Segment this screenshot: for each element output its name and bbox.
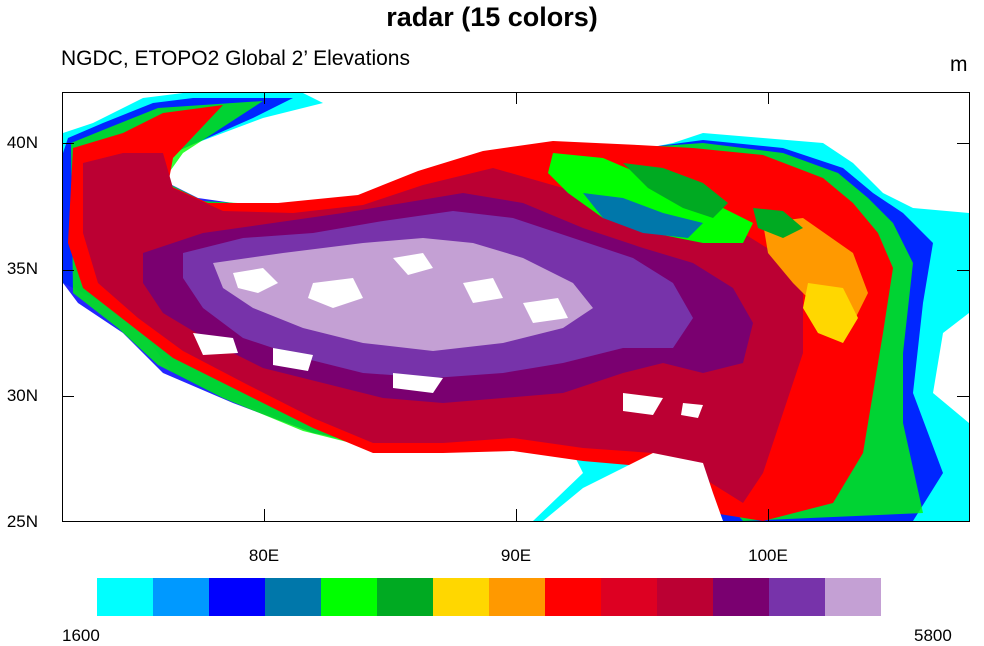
tick-bottom-90e — [516, 509, 517, 521]
plot-subtitle: NGDC, ETOPO2 Global 2’ Elevations — [61, 47, 410, 70]
colorbar-swatch — [377, 578, 433, 616]
plot-title: radar (15 colors) — [386, 2, 598, 32]
tick-right-30n — [957, 396, 969, 397]
colorbar-swatch — [97, 578, 153, 616]
basin-darkgreen — [623, 163, 728, 218]
patch-yellow — [803, 283, 858, 343]
basin-green — [548, 153, 753, 243]
colorbar-swatch — [433, 578, 489, 616]
colorbar-swatch — [545, 578, 601, 616]
basin-teal — [583, 193, 703, 238]
tick-right-35n — [957, 270, 969, 271]
colorbar-swatch — [825, 578, 881, 616]
colorbar-swatch — [209, 578, 265, 616]
elevation-map — [62, 92, 970, 522]
units-label: m — [950, 53, 968, 76]
peaks-white — [193, 253, 703, 418]
tick-left-30n — [62, 396, 74, 397]
tick-top-90e — [516, 92, 517, 104]
lat-label-25n: 25N — [6, 512, 38, 531]
tick-left-35n — [62, 270, 74, 271]
colorbar-max-label: 5800 — [914, 626, 952, 645]
tick-right-40n — [957, 143, 969, 144]
colorbar-swatch — [489, 578, 545, 616]
colorbar-swatch — [601, 578, 657, 616]
lat-label-40n: 40N — [6, 133, 38, 152]
colorbar-swatch — [769, 578, 825, 616]
lat-label-30n: 30N — [6, 386, 38, 405]
tick-top-100e — [768, 92, 769, 104]
tick-bottom-80e — [264, 509, 265, 521]
colorbar-swatch — [265, 578, 321, 616]
tick-top-80e — [264, 92, 265, 104]
colorbar-swatch — [321, 578, 377, 616]
plateau-lavender — [213, 238, 593, 351]
lon-label-100e: 100E — [748, 546, 788, 565]
colorbar-swatch — [153, 578, 209, 616]
colorbar-swatch — [657, 578, 713, 616]
lat-label-35n: 35N — [6, 259, 38, 278]
colorbar-swatch — [713, 578, 769, 616]
lowland-southeast — [543, 453, 723, 521]
tick-bottom-100e — [768, 509, 769, 521]
lon-label-80e: 80E — [248, 546, 280, 565]
tick-left-40n — [62, 143, 74, 144]
colorbar-min-label: 1600 — [62, 626, 100, 645]
elevation-map-graphic — [63, 93, 969, 521]
basin-darkgreen-east — [753, 208, 803, 238]
lon-label-90e: 90E — [500, 546, 532, 565]
